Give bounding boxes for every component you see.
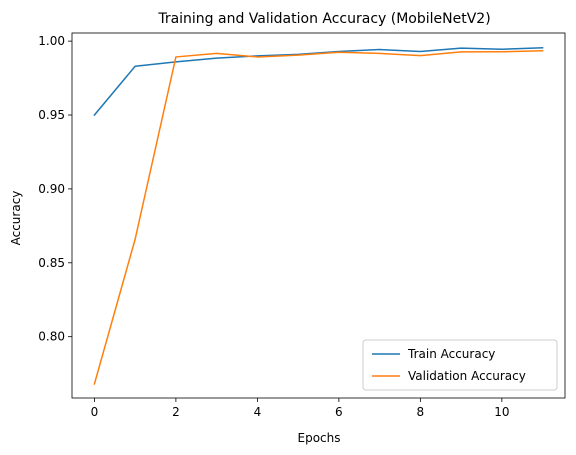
chart-title: Training and Validation Accuracy (Mobile… [157,11,490,27]
y-tick-label: 0.80 [38,330,65,344]
series-lines [93,47,544,385]
x-tick-label: 2 [172,405,180,419]
x-tick-label: 0 [91,405,99,419]
legend-entry: Validation Accuracy [408,369,526,383]
y-tick-label: 0.85 [38,256,65,270]
x-axis-label: Epochs [298,431,341,445]
x-axis-ticks: 0 2 4 6 8 10 [91,398,509,419]
y-axis-ticks: 0.80 0.85 0.90 0.95 1.00 [38,34,72,344]
y-tick-label: 0.95 [38,108,65,122]
series-line-1 [93,49,544,385]
y-axis-label: Accuracy [9,191,23,246]
x-tick-label: 10 [494,405,509,419]
plot-area-frame [71,32,566,399]
x-tick-label: 8 [417,405,425,419]
legend-box [362,339,558,391]
x-tick-label: 4 [254,405,262,419]
x-tick-label: 6 [335,405,343,419]
y-tick-label: 0.90 [38,182,65,196]
y-tick-label: 1.00 [38,34,65,48]
series-line-0 [93,47,544,117]
legend: Train Accuracy Validation Accuracy [362,339,558,391]
legend-entry: Train Accuracy [407,347,495,361]
